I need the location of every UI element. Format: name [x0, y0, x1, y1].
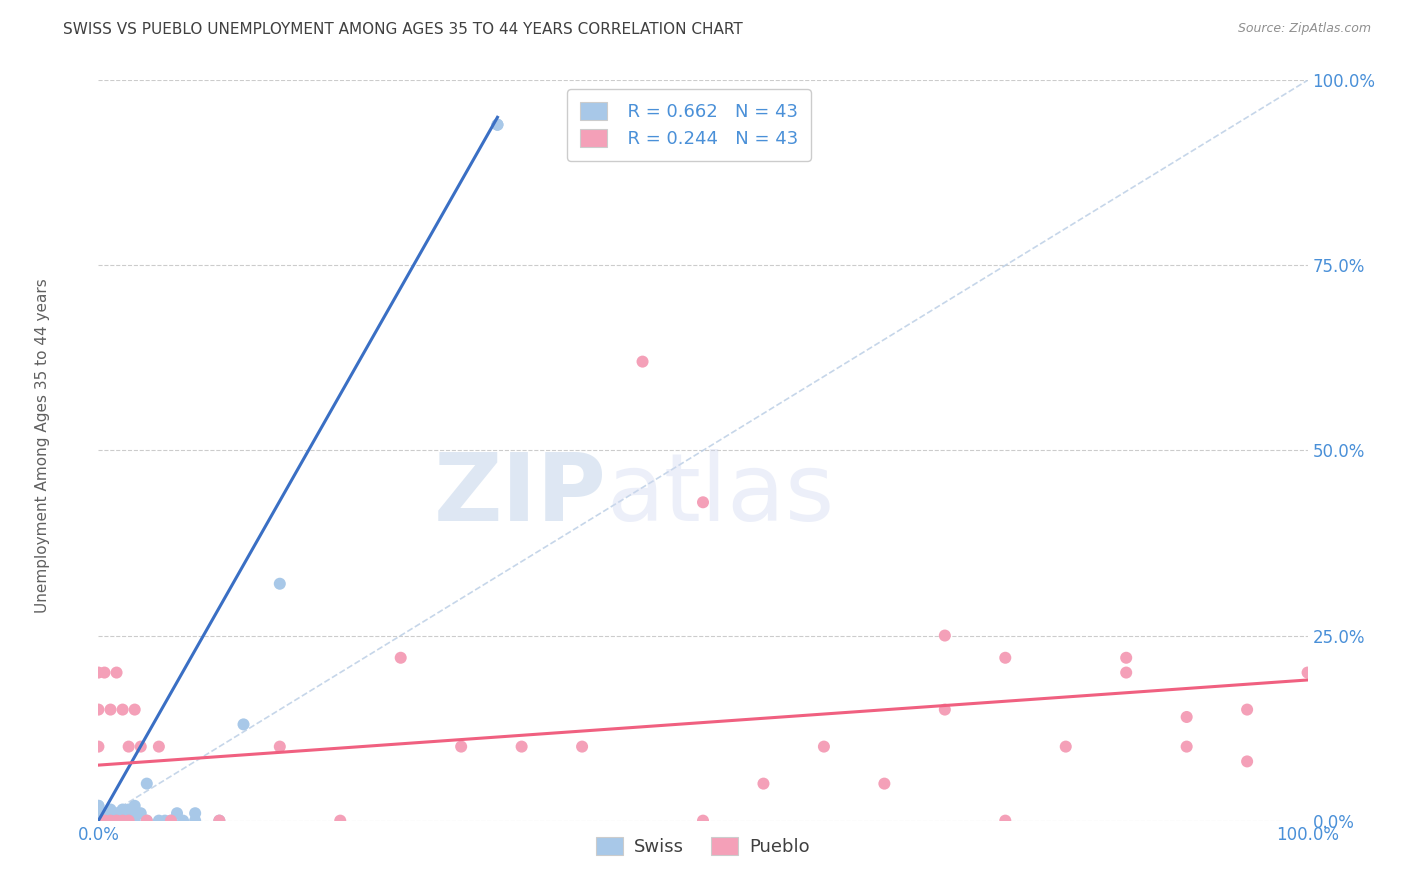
- Point: [87, 806, 110, 821]
- Point: [124, 798, 146, 813]
- Point: [118, 814, 141, 828]
- Point: [1054, 739, 1077, 754]
- Point: [153, 814, 176, 828]
- Point: [510, 739, 533, 754]
- Point: [1175, 739, 1198, 754]
- Point: [87, 739, 110, 754]
- Text: ZIP: ZIP: [433, 449, 606, 541]
- Point: [148, 739, 170, 754]
- Point: [389, 650, 412, 665]
- Point: [111, 803, 134, 817]
- Point: [100, 803, 122, 817]
- Point: [105, 665, 128, 680]
- Point: [118, 814, 141, 828]
- Point: [135, 814, 157, 828]
- Point: [450, 739, 472, 754]
- Point: [105, 814, 128, 828]
- Point: [208, 814, 231, 828]
- Point: [87, 814, 110, 828]
- Point: [111, 703, 134, 717]
- Point: [486, 118, 509, 132]
- Point: [105, 814, 128, 828]
- Point: [111, 814, 134, 828]
- Point: [994, 650, 1017, 665]
- Point: [93, 814, 115, 828]
- Point: [118, 739, 141, 754]
- Point: [1236, 755, 1258, 769]
- Text: Unemployment Among Ages 35 to 44 years: Unemployment Among Ages 35 to 44 years: [35, 278, 49, 614]
- Point: [87, 703, 110, 717]
- Point: [87, 814, 110, 828]
- Point: [129, 806, 152, 821]
- Point: [87, 798, 110, 813]
- Point: [93, 665, 115, 680]
- Point: [329, 814, 352, 828]
- Point: [172, 814, 194, 828]
- Point: [934, 628, 956, 642]
- Point: [105, 806, 128, 821]
- Point: [87, 814, 110, 828]
- Point: [87, 814, 110, 828]
- Point: [1175, 710, 1198, 724]
- Point: [87, 810, 110, 824]
- Text: Source: ZipAtlas.com: Source: ZipAtlas.com: [1237, 22, 1371, 36]
- Point: [135, 814, 157, 828]
- Point: [160, 814, 183, 828]
- Point: [87, 806, 110, 821]
- Point: [135, 776, 157, 791]
- Point: [118, 803, 141, 817]
- Point: [124, 814, 146, 828]
- Point: [813, 739, 835, 754]
- Point: [166, 806, 188, 821]
- Point: [87, 665, 110, 680]
- Point: [994, 814, 1017, 828]
- Point: [100, 703, 122, 717]
- Point: [87, 814, 110, 828]
- Point: [873, 776, 896, 791]
- Point: [184, 806, 207, 821]
- Point: [1296, 665, 1319, 680]
- Point: [571, 739, 593, 754]
- Point: [124, 703, 146, 717]
- Point: [124, 810, 146, 824]
- Point: [752, 776, 775, 791]
- Point: [232, 717, 254, 731]
- Point: [111, 806, 134, 821]
- Point: [934, 703, 956, 717]
- Point: [269, 576, 291, 591]
- Point: [1115, 665, 1137, 680]
- Point: [148, 814, 170, 828]
- Point: [486, 118, 509, 132]
- Point: [93, 814, 115, 828]
- Point: [100, 814, 122, 828]
- Point: [111, 814, 134, 828]
- Point: [692, 814, 714, 828]
- Text: atlas: atlas: [606, 449, 835, 541]
- Point: [631, 354, 654, 368]
- Point: [87, 814, 110, 828]
- Point: [87, 798, 110, 813]
- Point: [93, 806, 115, 821]
- Point: [118, 810, 141, 824]
- Legend: Swiss, Pueblo: Swiss, Pueblo: [589, 830, 817, 863]
- Point: [87, 803, 110, 817]
- Point: [1115, 650, 1137, 665]
- Point: [100, 814, 122, 828]
- Point: [1236, 703, 1258, 717]
- Point: [129, 739, 152, 754]
- Point: [208, 814, 231, 828]
- Point: [184, 814, 207, 828]
- Point: [160, 814, 183, 828]
- Point: [100, 806, 122, 821]
- Text: SWISS VS PUEBLO UNEMPLOYMENT AMONG AGES 35 TO 44 YEARS CORRELATION CHART: SWISS VS PUEBLO UNEMPLOYMENT AMONG AGES …: [63, 22, 742, 37]
- Point: [269, 739, 291, 754]
- Point: [692, 495, 714, 509]
